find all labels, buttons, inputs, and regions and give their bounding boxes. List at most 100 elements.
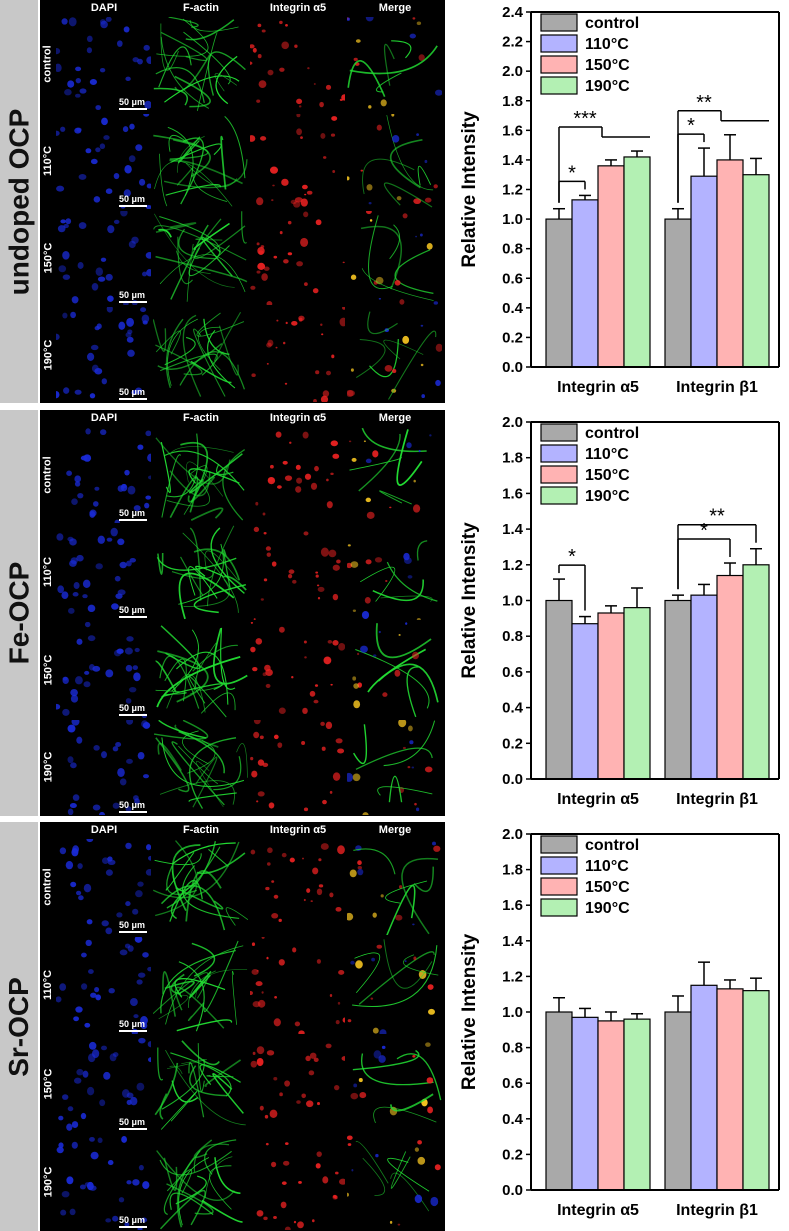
row-label: 150°C <box>42 1068 55 1099</box>
group-band-0 <box>0 0 38 403</box>
scale-bar: 50 μm <box>119 508 147 521</box>
micrograph-cell <box>347 524 442 620</box>
bar <box>690 175 718 368</box>
micrograph-grid-undoped: DAPI F-actin Integrin α5 Merge control 50 μm 1… <box>40 0 445 403</box>
micrograph-cell <box>153 17 248 112</box>
micrograph-cell: 50 μm <box>56 719 151 815</box>
row-label: 150°C <box>42 654 55 686</box>
y-tick-label: 1.6 <box>502 897 523 914</box>
legend-swatch <box>540 423 578 442</box>
significance-label: * <box>700 520 708 542</box>
column-header: DAPI <box>90 2 118 14</box>
micrograph-cell <box>250 210 345 306</box>
micrograph-cell <box>250 1133 345 1230</box>
y-tick-label: 1.2 <box>502 557 523 574</box>
column-header: Integrin α5 <box>269 412 327 424</box>
y-tick-label: 2.2 <box>502 34 523 51</box>
group-label-0: undoped OCP <box>3 108 34 295</box>
significance-label: *** <box>573 108 597 130</box>
y-tick-label: 0.4 <box>502 1111 524 1128</box>
y-tick-label: 1.4 <box>502 521 524 538</box>
y-tick-label: 1.4 <box>502 152 524 169</box>
y-tick-label: 2.4 <box>502 4 524 21</box>
bar <box>571 623 599 780</box>
row-label: 150°C <box>42 242 55 274</box>
legend-label: 150°C <box>585 879 630 896</box>
legend-label: control <box>585 15 639 32</box>
bar <box>545 218 573 368</box>
legend-label: 190°C <box>585 78 630 95</box>
bar <box>690 594 718 780</box>
x-tick-label: Integrin β1 <box>676 379 758 396</box>
significance-label: * <box>568 162 576 184</box>
legend-label: 190°C <box>585 488 630 505</box>
significance-label: * <box>568 546 576 568</box>
scale-bar: 50 μm <box>119 920 147 934</box>
legend-label: control <box>585 425 639 442</box>
column-header: DAPI <box>90 412 118 424</box>
significance-label: * <box>687 115 695 137</box>
y-tick-label: 1.8 <box>502 450 523 467</box>
bar <box>716 159 744 368</box>
micrograph-grid-fe: DAPI F-actin Integrin α5 Merge control 50 μm 1… <box>40 410 445 816</box>
group-band-2 <box>0 822 38 1231</box>
legend-label: 190°C <box>585 900 630 917</box>
y-tick-label: 0.6 <box>502 1075 523 1092</box>
micrograph-cell <box>153 937 248 1034</box>
scale-bar: 50 μm <box>119 1215 147 1228</box>
row-label: control <box>42 868 54 906</box>
y-tick-label: 2.0 <box>502 826 523 843</box>
y-tick-label: 1.8 <box>502 862 523 879</box>
micrograph-cell <box>347 1035 442 1132</box>
row-label: control <box>42 456 54 494</box>
bar <box>623 156 651 368</box>
y-tick-label: 0.2 <box>502 1146 523 1163</box>
x-tick-label: Integrin β1 <box>676 1202 758 1219</box>
micrograph-cell <box>153 719 248 815</box>
y-tick-label: 0.2 <box>502 329 523 346</box>
y-tick-label: 1.0 <box>502 593 523 610</box>
y-tick-label: 1.0 <box>502 211 523 228</box>
legend-label: 110°C <box>585 446 629 463</box>
scale-bar: 50 μm <box>119 1019 147 1032</box>
bar <box>623 1018 651 1191</box>
micrograph-cell <box>347 17 442 112</box>
significance-label: ** <box>696 92 712 114</box>
legend-swatch <box>540 55 578 74</box>
scale-bar: 50 μm <box>119 97 147 110</box>
legend-label: 150°C <box>585 57 630 74</box>
y-tick-label: 0.8 <box>502 628 523 645</box>
y-tick-label: 1.2 <box>502 968 523 985</box>
column-header: Merge <box>378 2 412 14</box>
bar <box>664 1011 692 1191</box>
micrograph-cell <box>347 210 442 306</box>
legend-swatch <box>540 877 578 896</box>
bar <box>664 218 692 368</box>
column-header: Merge <box>378 824 412 836</box>
row-label: 190°C <box>42 751 55 783</box>
y-tick-label: 0.6 <box>502 270 523 287</box>
bar <box>597 165 625 368</box>
legend-label: 110°C <box>585 858 629 875</box>
legend-swatch <box>540 856 578 875</box>
micrograph-cell <box>347 839 442 936</box>
bar <box>716 988 744 1191</box>
micrograph-cell <box>250 524 345 620</box>
micrograph-cell: 50 μm <box>56 427 151 523</box>
bar <box>742 564 770 780</box>
y-tick-label: 1.0 <box>502 1004 523 1021</box>
micrograph-cell: 50 μm <box>56 307 151 402</box>
micrograph-cell <box>250 307 345 402</box>
bar-chart-undoped: 0.0 0.2 0.4 0.6 0.8 1.0 1.2 1.4 1.6 1.8 2.0 2.2 2.4 R… <box>455 0 789 408</box>
micrograph-cell <box>153 307 248 402</box>
scale-bar: 50 μm <box>119 1117 147 1130</box>
scale-bar: 50 μm <box>119 605 147 618</box>
legend-swatch <box>540 486 578 505</box>
micrograph-cell <box>153 524 248 620</box>
micrograph-grid-sr: DAPI F-actin Integrin α5 Merge control 50 μm 1… <box>40 822 445 1231</box>
micrograph-cell <box>250 1035 345 1132</box>
row-label: 190°C <box>42 1166 55 1198</box>
bar <box>545 599 573 780</box>
column-header: Merge <box>378 412 412 424</box>
column-header: Integrin α5 <box>269 2 327 14</box>
